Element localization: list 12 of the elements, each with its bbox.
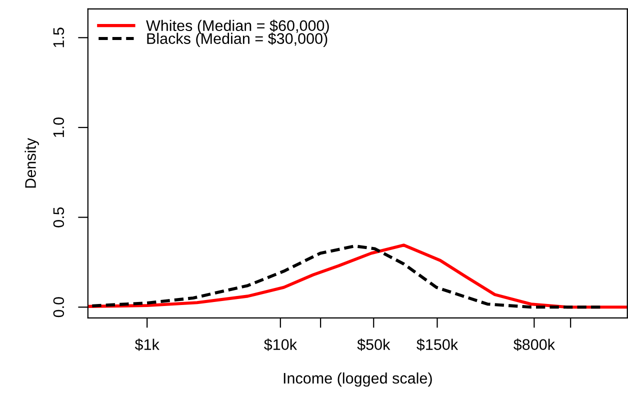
legend-label: Blacks (Median = $30,000) <box>147 32 328 48</box>
x-tick-label: $50k <box>357 338 390 351</box>
x-tick-label: $800k <box>514 338 556 351</box>
x-tick-label: $1k <box>134 338 160 351</box>
y-tick-label: 1.5 <box>53 28 64 48</box>
x-axis-title: Income (logged scale) <box>284 372 432 387</box>
y-axis-title: Density <box>24 138 39 188</box>
y-tick-label: 1.0 <box>53 117 64 137</box>
y-tick-label: 0.0 <box>53 297 64 318</box>
y-tick-label: 0.5 <box>53 207 64 228</box>
x-tick-label: $10k <box>264 338 298 351</box>
x-tick-label: $150k <box>416 338 458 351</box>
